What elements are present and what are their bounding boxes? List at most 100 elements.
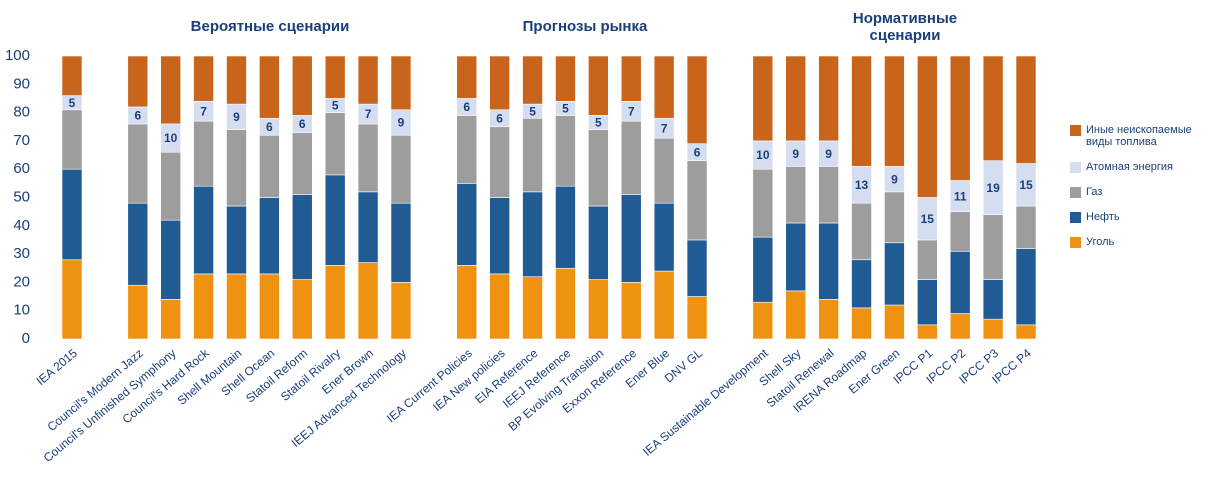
bar-segment (160, 55, 181, 125)
bar-segment (259, 273, 280, 340)
x-tick-label: DNV GL (662, 346, 705, 386)
bar-segment (61, 109, 83, 170)
bar-segment (884, 55, 905, 167)
bar-segment (982, 55, 1004, 162)
bar-segment (1015, 324, 1037, 340)
bar-segment (818, 166, 839, 224)
legend-label: Нефть (1086, 211, 1120, 223)
bar-segment (752, 55, 774, 142)
bar-segment (357, 55, 379, 105)
bar-segment (686, 239, 708, 297)
bar-segment (489, 126, 510, 198)
bar-segment (555, 185, 576, 269)
data-label: 6 (694, 145, 701, 159)
bar-segment (390, 202, 412, 283)
bar-segment (160, 151, 181, 221)
data-label: 9 (398, 116, 405, 130)
bar-segment (226, 273, 247, 340)
legend-label: Иные неископаемые виды топлива (1086, 124, 1192, 148)
y-tick-label: 50 (13, 188, 30, 205)
data-label: 5 (69, 96, 76, 110)
bar-segment (456, 115, 478, 184)
bar-segment (752, 168, 774, 238)
bar-segment (851, 55, 872, 167)
group-title: Нормативные сценарии (852, 10, 958, 44)
bar-segment (456, 55, 478, 99)
data-label: 7 (628, 104, 635, 118)
bar-segment (949, 313, 971, 340)
y-tick-label: 0 (22, 330, 30, 347)
legend-item: Иные неископаемые виды топлива (1070, 124, 1208, 148)
legend-label: Газ (1086, 186, 1103, 198)
bar-segment (1015, 248, 1037, 326)
y-tick-label: 70 (13, 132, 30, 149)
data-label: 6 (496, 111, 503, 125)
bar-segment (752, 301, 774, 340)
y-tick-label: 10 (13, 302, 30, 319)
legend-swatch (1070, 187, 1081, 198)
bar-segment (324, 55, 346, 99)
bar-segment (620, 194, 642, 283)
bar-segment (588, 55, 609, 116)
data-label: 9 (233, 110, 240, 124)
legend-item: Атомная энергия (1070, 161, 1208, 173)
bar-segment (127, 123, 149, 204)
bar-segment (1015, 205, 1037, 249)
bar-segment (620, 120, 642, 195)
bar-segment (160, 299, 181, 340)
legend-swatch (1070, 212, 1081, 223)
bar-segment (686, 296, 708, 340)
bar-segment (324, 174, 346, 266)
data-label: 6 (134, 109, 141, 123)
bar-segment (917, 55, 938, 198)
bar-segment (555, 267, 576, 340)
bar-segment (193, 55, 214, 102)
bar-segment (884, 191, 905, 244)
legend-item: Уголь (1070, 236, 1208, 248)
bar-segment (949, 55, 971, 181)
bar-segment (291, 132, 313, 195)
bar-segment (390, 55, 412, 111)
data-label: 5 (332, 99, 339, 113)
data-label: 9 (891, 172, 898, 186)
y-tick-label: 80 (13, 104, 30, 121)
bar-segment (324, 112, 346, 176)
bar-segment (686, 55, 708, 145)
bar-segment (259, 134, 280, 198)
bar-segment (653, 137, 675, 204)
data-label: 11 (954, 189, 967, 203)
bar-segment (884, 242, 905, 306)
bar-segment (489, 273, 510, 340)
bar-segment (818, 222, 839, 300)
data-label: 10 (164, 131, 178, 145)
group-title: Прогнозы рынка (522, 18, 648, 35)
bar-segment (127, 55, 149, 108)
legend-item: Нефть (1070, 211, 1208, 223)
bar-segment (127, 202, 149, 286)
bar-segment (917, 324, 938, 340)
bar-segment (851, 259, 872, 309)
bar-segment (982, 214, 1004, 280)
data-label: 9 (825, 147, 832, 161)
bar-segment (291, 194, 313, 280)
legend-swatch (1070, 237, 1081, 248)
data-label: 13 (855, 178, 869, 192)
data-label: 5 (529, 104, 536, 118)
bar-segment (61, 168, 83, 261)
bar-segment (522, 191, 543, 278)
legend: Иные неископаемые виды топлива Атомная эн… (1070, 124, 1208, 261)
bar-segment (653, 202, 675, 272)
bar-segment (193, 273, 214, 340)
bar-segment (785, 166, 807, 224)
data-label: 7 (365, 107, 372, 121)
y-tick-label: 90 (13, 75, 30, 92)
bar-segment (851, 307, 872, 340)
bar-segment (357, 191, 379, 263)
bar-segment (291, 279, 313, 340)
legend-label: Атомная энергия (1086, 161, 1173, 173)
bar-segment (851, 202, 872, 261)
bar-segment (949, 211, 971, 252)
data-label: 19 (986, 181, 1000, 195)
bar-segment (785, 290, 807, 340)
